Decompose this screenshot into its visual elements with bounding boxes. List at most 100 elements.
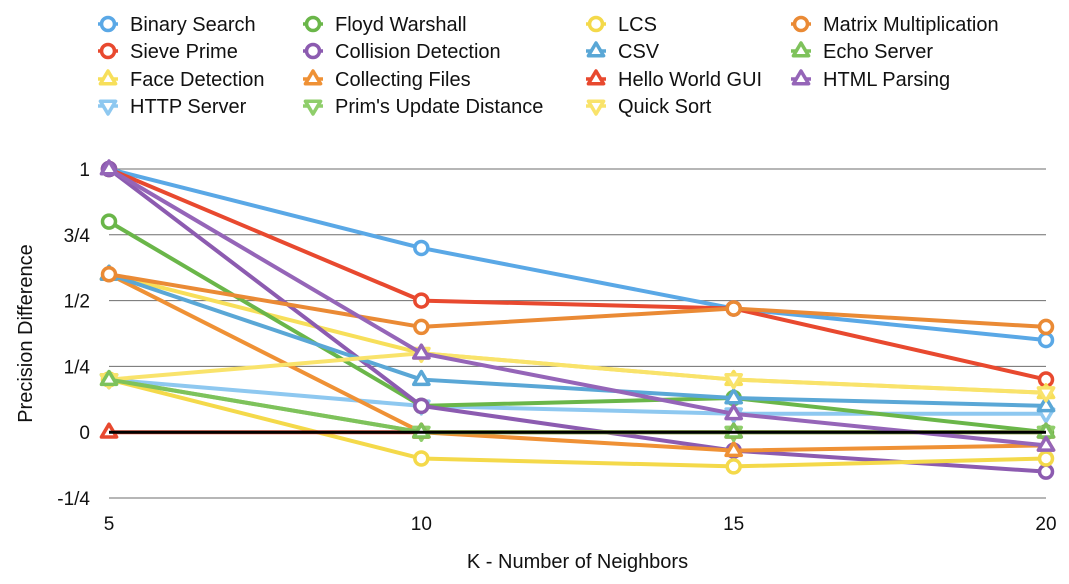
data-point: [725, 300, 742, 317]
data-point: [100, 213, 118, 230]
legend-item-binary-search: Binary Search: [98, 14, 256, 36]
data-point: [413, 292, 430, 309]
data-point: [724, 404, 744, 421]
data-point: [1037, 450, 1055, 467]
series-layer: [99, 159, 1056, 480]
legend-item-floyd-warshall: Floyd Warshall: [303, 14, 467, 36]
x-tick-label: 15: [723, 514, 744, 535]
data-point: [100, 266, 118, 283]
series-html-parsing: [99, 159, 1056, 452]
series-line: [107, 272, 1048, 408]
y-tick-label: -1/4: [57, 489, 90, 510]
legend-label: Matrix Multiplication: [823, 14, 999, 36]
legend-label: Hello World GUI: [618, 69, 762, 91]
data-point: [724, 373, 744, 390]
data-point: [1037, 463, 1055, 480]
legend-item-html-parsing: HTML Parsing: [791, 69, 950, 91]
data-point: [724, 388, 744, 405]
legend-item-hello-world-gui: Hello World GUI: [586, 69, 762, 91]
legend-label: Floyd Warshall: [335, 14, 467, 36]
series-line: [107, 219, 1048, 435]
legend-marker: [303, 99, 323, 116]
legend-label: LCS: [618, 14, 657, 36]
legend-marker: [98, 69, 118, 86]
legend-label: Collision Detection: [335, 41, 501, 63]
legend-item-csv: CSV: [586, 41, 660, 63]
legend-label: Quick Sort: [618, 96, 712, 118]
legend-label: Echo Server: [823, 41, 933, 63]
legend-label: Face Detection: [130, 69, 265, 91]
legend-item-face-detection: Face Detection: [98, 69, 265, 91]
legend-marker: [303, 69, 323, 86]
data-point: [99, 422, 119, 439]
data-point: [411, 343, 431, 360]
legend-label: HTTP Server: [130, 96, 247, 118]
series-line: [107, 167, 1048, 448]
x-tick-label: 5: [104, 514, 115, 535]
y-tick-label: 1/2: [64, 292, 90, 313]
legend-marker: [791, 69, 811, 86]
legend-marker: [586, 69, 606, 86]
legend-label: HTML Parsing: [823, 69, 950, 91]
data-point: [724, 440, 744, 458]
series-face-detection: [99, 264, 1056, 400]
series-line: [107, 167, 1048, 382]
data-point: [1036, 386, 1056, 403]
legend-marker: [99, 15, 117, 33]
legend-marker: [791, 41, 811, 58]
legend-label: Binary Search: [130, 14, 256, 36]
series-line: [107, 272, 1048, 329]
series-line: [107, 272, 1048, 395]
legend-item-matrix-multiplication: Matrix Multiplication: [791, 14, 999, 36]
series-line: [107, 377, 1048, 469]
legend-label: Sieve Prime: [130, 41, 238, 63]
data-point: [413, 397, 430, 415]
legend-label: CSV: [618, 41, 660, 63]
data-point: [724, 422, 744, 439]
legend-item-collision-detection: Collision Detection: [303, 41, 501, 63]
y-tick-label: 1/4: [64, 357, 91, 378]
x-tick-label: 10: [411, 514, 432, 535]
legend-item-http-server: HTTP Server: [98, 96, 247, 118]
data-point: [411, 369, 431, 387]
series-matrix-multiplication: [100, 266, 1055, 336]
legend: Binary Search Sieve Prime Face Detection HT…: [98, 14, 999, 118]
data-point: [413, 318, 430, 336]
legend-marker: [792, 15, 810, 33]
legend-item-quick-sort: Quick Sort: [586, 96, 712, 118]
x-axis-ticks: 5 10 15 20: [104, 514, 1057, 535]
series-line: [107, 272, 1048, 453]
legend-marker: [586, 41, 606, 58]
legend-marker: [98, 99, 118, 116]
series-line: [107, 167, 1048, 343]
data-point: [1037, 331, 1055, 349]
legend-marker: [304, 42, 322, 60]
legend-item-collecting-files: Collecting Files: [303, 69, 471, 91]
x-axis-title: K - Number of Neighbors: [467, 551, 688, 573]
data-point: [411, 422, 431, 439]
data-point: [99, 369, 119, 387]
y-tick-label: 0: [79, 423, 90, 444]
data-point: [1036, 396, 1056, 413]
legend-item-echo-server: Echo Server: [791, 41, 933, 63]
legend-item-lcs: LCS: [586, 14, 657, 36]
legend-label: Collecting Files: [335, 69, 471, 91]
data-point: [99, 159, 119, 176]
data-point: [413, 239, 430, 257]
y-axis-title: Precision Difference: [15, 244, 37, 423]
y-tick-label: 1: [79, 160, 90, 181]
legend-marker: [586, 99, 606, 116]
y-tick-label: 3/4: [64, 226, 91, 247]
data-point: [725, 458, 742, 475]
legend-item-prim-s-update-distance: Prim's Update Distance: [303, 96, 543, 118]
series-line: [107, 351, 1048, 395]
legend-item-sieve-prime: Sieve Prime: [98, 41, 238, 63]
y-axis-ticks: -1/4 0 1/4 1/2 3/4 1: [57, 160, 90, 510]
legend-marker: [587, 15, 605, 33]
legend-label: Prim's Update Distance: [335, 96, 543, 118]
legend-marker: [304, 15, 322, 33]
data-point: [1037, 318, 1055, 336]
x-tick-label: 20: [1035, 514, 1056, 535]
data-point: [413, 450, 430, 467]
